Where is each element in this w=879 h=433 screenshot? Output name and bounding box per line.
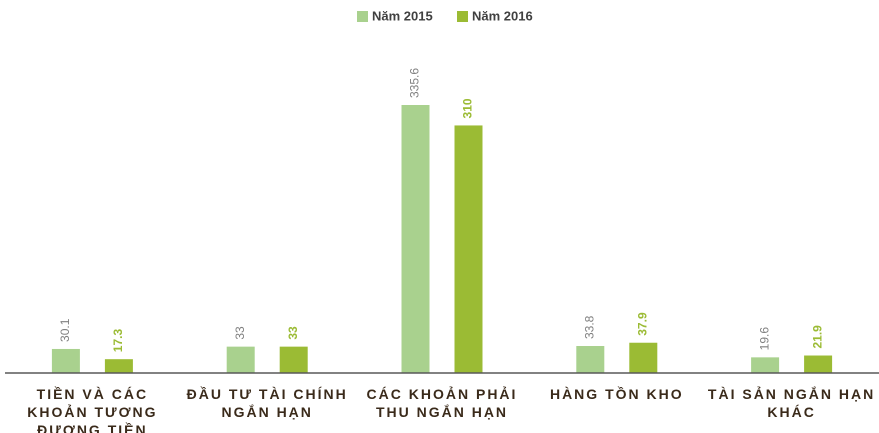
value-label: 33 bbox=[233, 326, 247, 340]
x-tick-label: HÀNG TỒN KHO bbox=[549, 386, 684, 402]
bar bbox=[454, 125, 483, 373]
bar bbox=[279, 346, 308, 373]
value-label: 37.9 bbox=[635, 312, 649, 336]
legend-label: Năm 2015 bbox=[372, 8, 433, 23]
bar bbox=[804, 355, 833, 373]
value-label: 335.6 bbox=[408, 68, 422, 98]
value-label: 17.3 bbox=[111, 329, 125, 353]
value-label: 33.8 bbox=[582, 315, 596, 339]
x-tick-label: TÀI SẢN NGẮN HẠN KHÁC bbox=[707, 386, 876, 420]
x-tick-label: CÁC KHOẢN PHẢI THU NGẮN HẠN bbox=[366, 386, 518, 420]
bar bbox=[751, 357, 780, 373]
legend-swatch bbox=[357, 11, 368, 22]
value-label: 33 bbox=[286, 326, 300, 340]
x-tick-label: TIỀN VÀ CÁC KHOẢN TƯƠNG ĐƯƠNG TIỀN bbox=[27, 386, 158, 433]
value-label: 19.6 bbox=[757, 327, 771, 351]
bar bbox=[576, 346, 605, 373]
bar bbox=[401, 105, 430, 373]
bar bbox=[226, 346, 255, 373]
value-label: 30.1 bbox=[58, 318, 72, 342]
bar bbox=[51, 348, 80, 373]
bar bbox=[104, 359, 133, 373]
value-label: 21.9 bbox=[810, 325, 824, 349]
x-tick-label: ĐẦU TƯ TÀI CHÍNH NGẮN HẠN bbox=[186, 386, 348, 420]
bar bbox=[629, 342, 658, 373]
legend-swatch bbox=[457, 11, 468, 22]
value-label: 310 bbox=[461, 98, 475, 118]
legend-label: Năm 2016 bbox=[472, 8, 533, 23]
